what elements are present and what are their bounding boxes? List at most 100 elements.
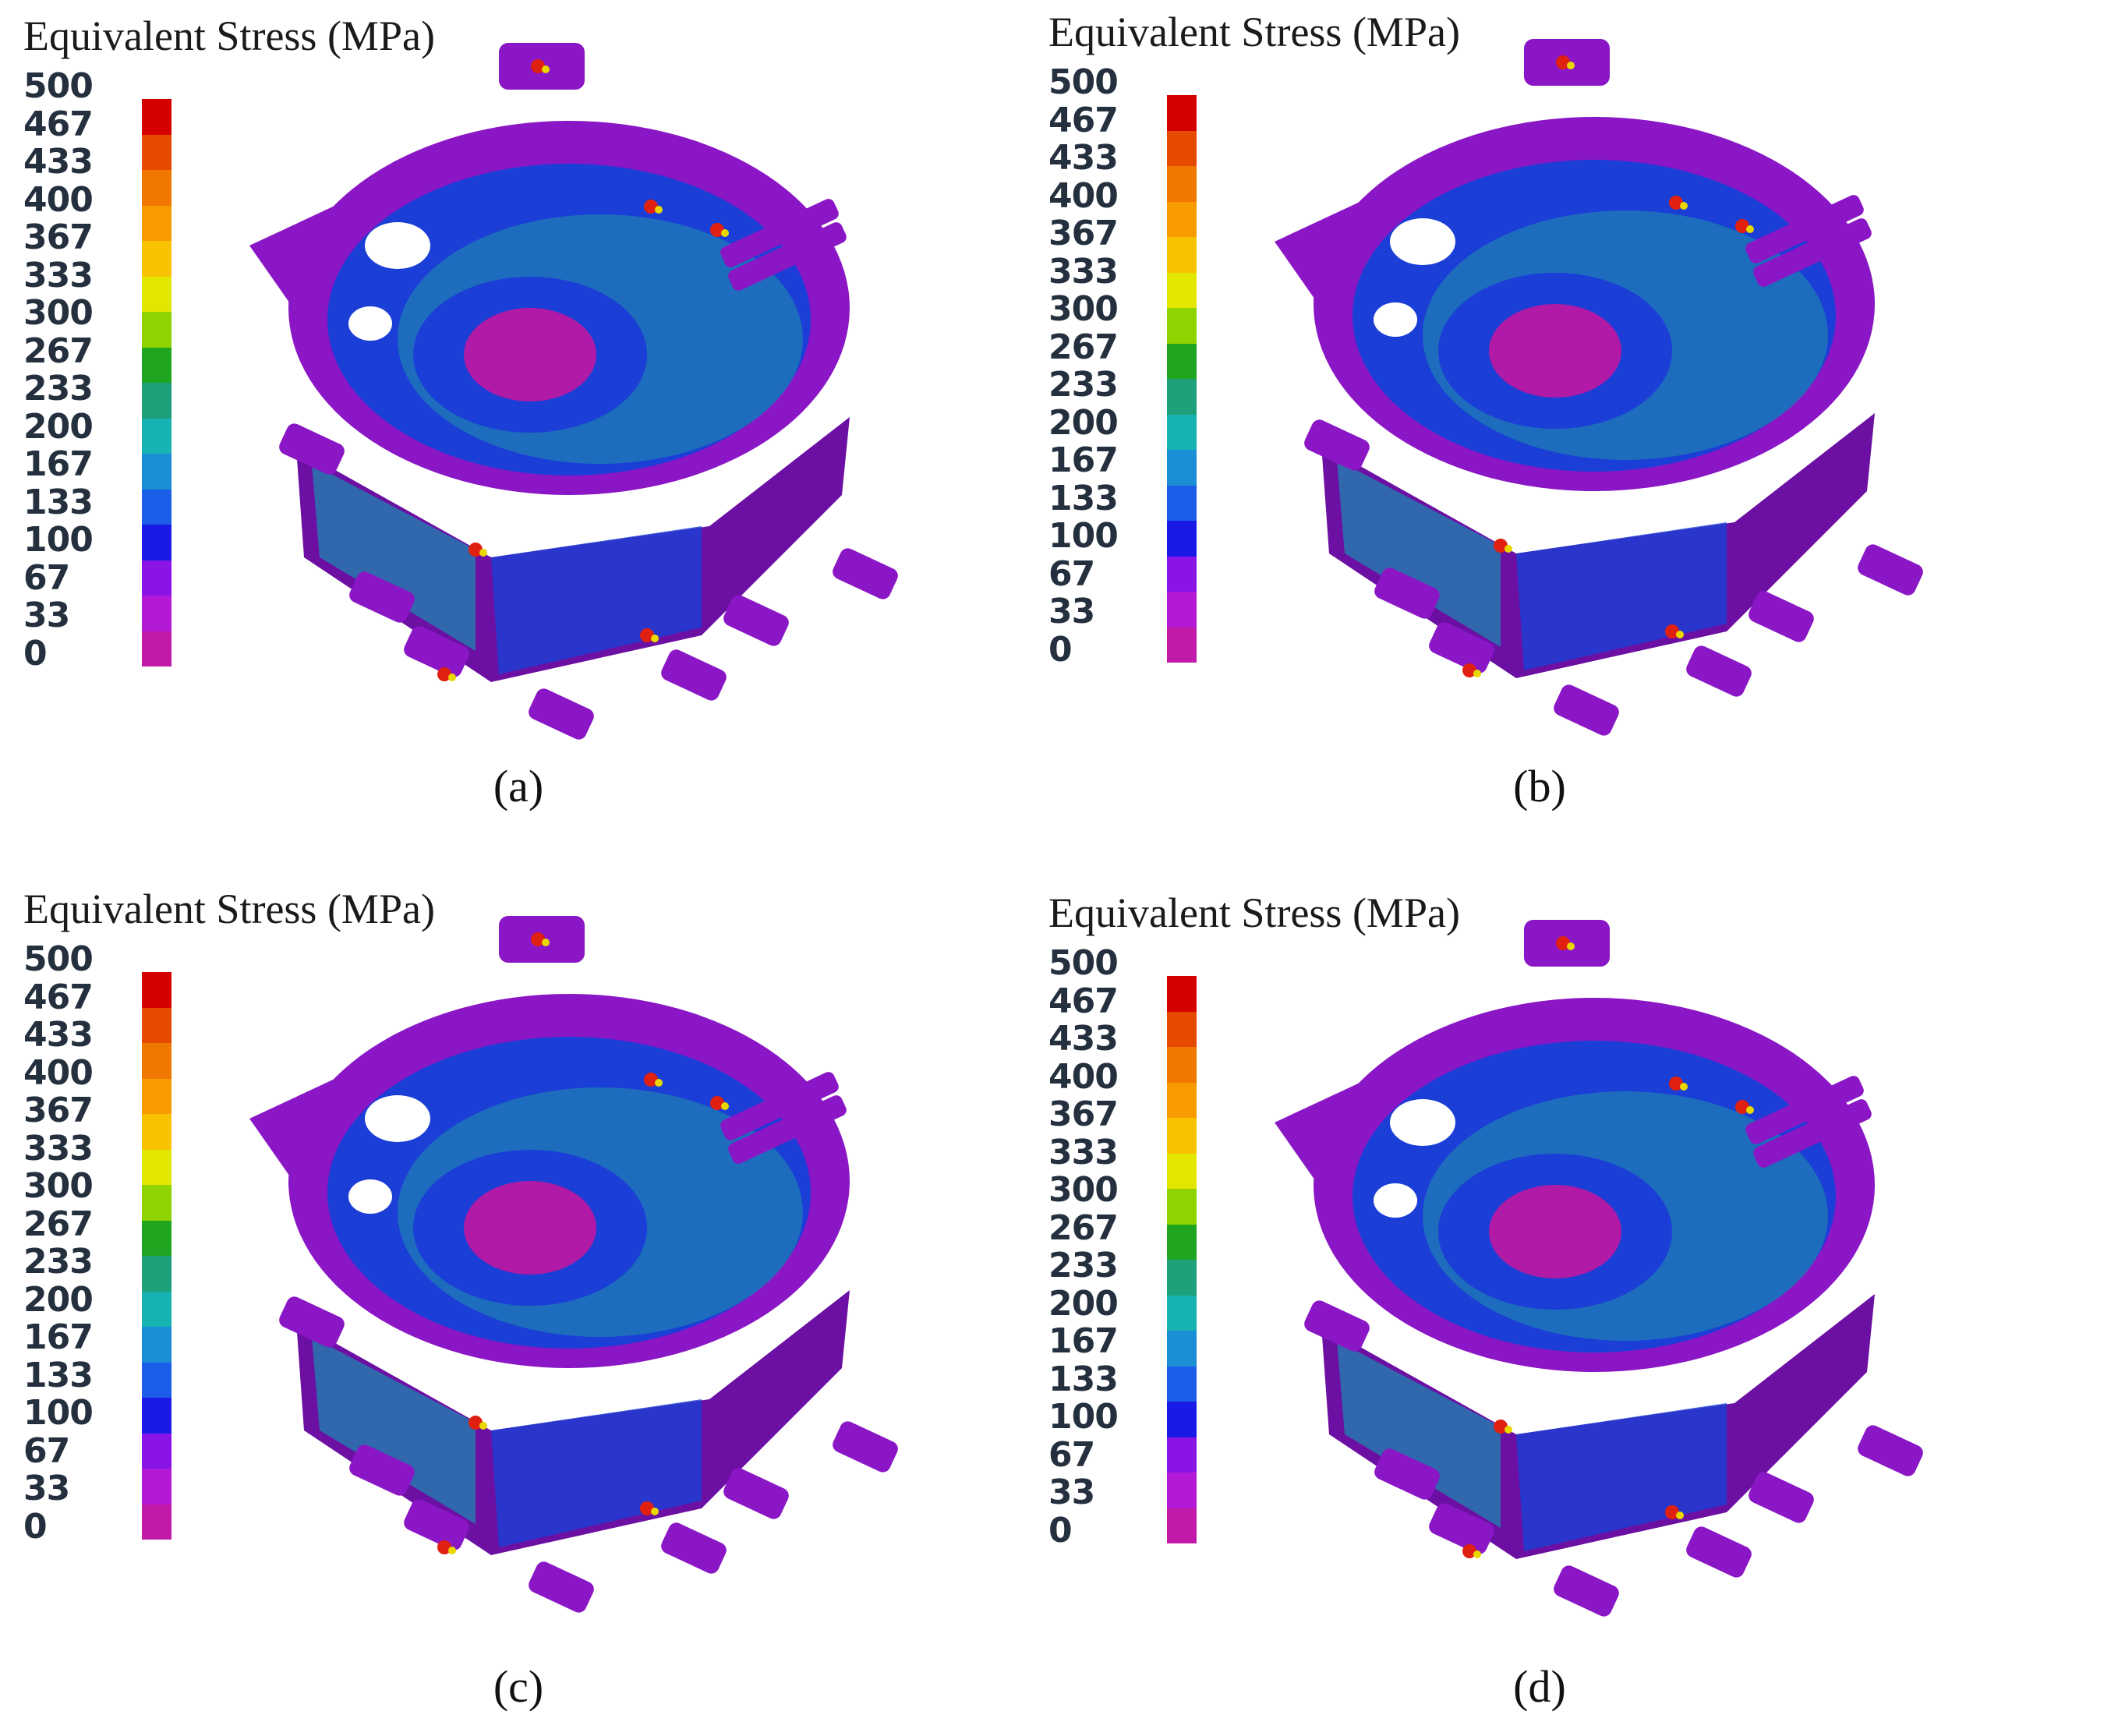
stress-hotspot	[469, 1416, 483, 1430]
colorbar-tick-label: 267	[23, 331, 94, 371]
colorbar-tick-label: 100	[1048, 516, 1119, 556]
colorbar-swatch	[142, 1007, 171, 1043]
side-arm	[728, 222, 847, 291]
colorbar-swatch	[142, 276, 171, 312]
panel-title: Equivalent Stress (MPa)	[1048, 889, 1460, 936]
colorbar-swatch	[1167, 1118, 1197, 1154]
mounting-hole	[1390, 1099, 1455, 1146]
colorbar-tick-label: 433	[1048, 138, 1119, 178]
stress-hotspot	[1567, 62, 1575, 69]
colorbar-swatch	[142, 1149, 171, 1185]
colorbar-swatch	[142, 134, 171, 170]
center-hub	[1489, 304, 1621, 398]
mounting-foot	[1554, 1565, 1619, 1617]
colorbar-swatch	[1167, 1295, 1197, 1331]
colorbar-tick-label: 467	[1048, 100, 1119, 140]
stress-hotspot	[542, 65, 550, 73]
housing-side-panel	[1337, 1341, 1501, 1528]
mounting-foot	[529, 1561, 594, 1613]
colorbar	[142, 972, 171, 1540]
panel-title: Equivalent Stress (MPa)	[23, 886, 435, 932]
center-hub	[1489, 1185, 1621, 1278]
stress-hotspot	[721, 1102, 729, 1110]
mounting-foot	[661, 1522, 727, 1574]
colorbar-tick-label: 200	[1048, 1283, 1119, 1324]
colorbar-swatch	[142, 1256, 171, 1292]
colorbar-tick-label: 500	[1048, 62, 1119, 102]
mounting-foot	[661, 649, 727, 701]
stress-hotspot	[1505, 1426, 1512, 1434]
mounting-foot	[833, 548, 898, 599]
colorbar-tick-label: 167	[1048, 1321, 1119, 1361]
colorbar	[1167, 976, 1197, 1543]
housing-side-panel	[1337, 460, 1501, 647]
stress-hotspot	[655, 206, 663, 214]
colorbar-tick-label: 0	[1048, 1510, 1073, 1550]
colorbar-tick-label: 0	[23, 1506, 48, 1547]
mounting-hole	[348, 1179, 392, 1214]
side-arm	[1745, 195, 1864, 263]
colorbar-tick-label: 300	[1048, 1170, 1119, 1210]
colorbar-swatch	[142, 1398, 171, 1434]
colorbar-swatch	[1167, 1366, 1197, 1402]
side-arm	[1753, 218, 1872, 287]
stress-hotspot	[655, 1079, 663, 1087]
colorbar-tick-label: 100	[23, 1393, 94, 1433]
stress-hotspot	[710, 1096, 724, 1110]
mounting-foot	[723, 595, 789, 646]
colorbar-tick-label: 333	[1048, 251, 1119, 292]
stress-hotspot	[644, 200, 658, 214]
mounting-hole	[1374, 302, 1417, 337]
colorbar-tick-label: 500	[23, 66, 94, 106]
colorbar-tick-label: 200	[1048, 402, 1119, 443]
colorbar-swatch	[1167, 485, 1197, 521]
colorbar-swatch	[1167, 201, 1197, 237]
mounting-foot	[1374, 1448, 1440, 1500]
mounting-hole	[1374, 1183, 1417, 1218]
side-arm	[1753, 1099, 1872, 1168]
colorbar-swatch	[142, 454, 171, 490]
colorbar-tick-label: 133	[23, 482, 94, 522]
mounting-foot	[1374, 567, 1440, 619]
mounting-foot	[833, 1421, 898, 1473]
stress-hotspot	[448, 674, 456, 681]
stress-hotspot	[479, 549, 487, 557]
colorbar-swatch	[1167, 1331, 1197, 1367]
colorbar-swatch	[1167, 1473, 1197, 1508]
colorbar-tick-label: 333	[23, 255, 94, 295]
colorbar-swatch	[142, 1362, 171, 1398]
colorbar-swatch	[1167, 1153, 1197, 1189]
colorbar-tick-label: 167	[23, 1317, 94, 1357]
mounting-foot	[404, 626, 469, 677]
panel-caption: (a)	[493, 761, 544, 811]
mounting-foot	[1686, 645, 1752, 697]
colorbar-swatch	[1167, 976, 1197, 1012]
mounting-foot	[529, 688, 594, 740]
colorbar-tick-label: 433	[23, 1015, 94, 1055]
colorbar-tick-label: 233	[23, 369, 94, 408]
mounting-foot	[1429, 1503, 1494, 1554]
mounting-foot	[1686, 1526, 1752, 1578]
colorbar-tick-label: 467	[1048, 981, 1119, 1021]
colorbar-tick-label: 100	[1048, 1397, 1119, 1437]
colorbar-swatch	[1167, 343, 1197, 379]
stress-hotspot	[1462, 663, 1476, 677]
stress-hotspot	[1676, 631, 1684, 638]
colorbar-tick-label: 400	[23, 179, 94, 220]
stress-contour-model	[249, 916, 898, 1613]
colorbar-swatch	[1167, 1402, 1197, 1437]
center-hub	[464, 1181, 596, 1275]
colorbar-swatch	[1167, 308, 1197, 344]
stress-hotspot	[1556, 55, 1570, 69]
colorbar-swatch	[1167, 1189, 1197, 1225]
colorbar-tick-label: 467	[23, 104, 94, 144]
stress-hotspot	[1494, 1420, 1508, 1434]
colorbar-swatch	[1167, 592, 1197, 628]
colorbar-swatch	[142, 418, 171, 454]
colorbar	[1167, 95, 1197, 663]
mounting-foot	[1304, 419, 1370, 471]
colorbar-tick-label: 400	[23, 1052, 94, 1093]
colorbar-tick-label: 0	[1048, 629, 1073, 670]
stress-hotspot	[1735, 219, 1749, 233]
colorbar-swatch	[1167, 414, 1197, 450]
